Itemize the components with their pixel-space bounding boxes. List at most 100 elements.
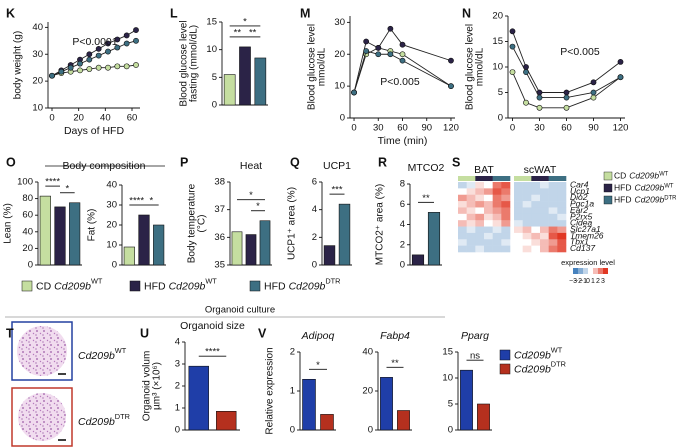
heatmap-cell — [540, 213, 549, 221]
legend-swatch — [603, 171, 613, 181]
data-point — [617, 74, 624, 81]
heatmap-cell — [484, 220, 493, 227]
panel-letter: O — [6, 155, 16, 169]
y-tick-label: 20 — [492, 11, 503, 22]
data-point — [590, 89, 597, 96]
heatmap-cell — [540, 239, 549, 246]
legend-swatch — [21, 280, 33, 292]
colorbar-swatch — [598, 268, 603, 274]
x-tick-label: 0 — [510, 123, 515, 134]
legend-sup: DTR — [664, 195, 677, 201]
heatmap-cell — [475, 245, 485, 253]
colorbar-tick-label: −2 — [574, 278, 582, 285]
heatmap-cell — [501, 194, 511, 202]
y-tick-label: 30 — [32, 49, 43, 60]
heatmap-cell — [466, 188, 476, 196]
y-tick-label: 0 — [112, 260, 117, 271]
panel-letter: U — [140, 326, 149, 340]
legend-swatch — [249, 280, 261, 292]
legend-label: HFD Cd209bDTR — [614, 195, 677, 205]
data-point — [114, 36, 121, 43]
x-tick-label: 30 — [373, 123, 384, 134]
heatmap-cell — [540, 182, 549, 189]
heatmap-cell — [475, 201, 485, 208]
heatmap-cell — [501, 220, 511, 227]
legend-sup: DTR — [551, 360, 566, 369]
y-tick-label: 0 — [212, 100, 217, 111]
panel-letter: M — [300, 6, 310, 20]
colorbar-swatch — [573, 268, 578, 274]
heatmap-cell — [484, 207, 493, 215]
y-tick-label: 0 — [368, 425, 373, 436]
data-point — [77, 67, 83, 74]
heatmap-cell — [492, 188, 502, 196]
panel-letter: R — [378, 155, 387, 169]
y-axis-label: Fat (%) — [87, 209, 98, 242]
data-point — [49, 72, 55, 79]
data-point — [363, 48, 370, 54]
group-strip — [501, 176, 511, 181]
data-point — [590, 79, 597, 86]
y-tick-label: 20 — [106, 220, 117, 231]
legend-swatch — [603, 183, 613, 193]
heatmap-cell — [548, 220, 558, 227]
y-tick-label: 4 — [175, 337, 180, 348]
y-tick-label: 38 — [214, 177, 225, 188]
y-axis-label: fasting (mmol/dL) — [189, 25, 200, 102]
y-tick-label: 0 — [28, 260, 33, 271]
bar — [338, 203, 351, 266]
row-label: P2rx5 — [570, 211, 592, 221]
data-point — [536, 104, 543, 111]
heatmap-cell — [514, 226, 523, 234]
y-tick-label: 5 — [212, 72, 217, 83]
y-tick-label: 2 — [290, 347, 295, 358]
heatmap-cell — [514, 245, 523, 253]
data-point — [590, 94, 597, 101]
data-point — [536, 94, 543, 101]
heatmap-cell — [548, 188, 558, 196]
y-tick-label: 10 — [492, 62, 503, 73]
colorbar-swatch — [578, 268, 583, 274]
legend-gene: Cd209b — [514, 349, 551, 361]
data-point — [351, 89, 357, 96]
bar — [188, 365, 209, 431]
heatmap-cell — [540, 220, 549, 227]
legend-prefix: HFD — [614, 183, 631, 193]
group-strip — [458, 176, 467, 181]
bar — [138, 214, 150, 266]
heatmap-cell — [548, 226, 558, 234]
x-tick-label: 60 — [397, 123, 408, 134]
heatmap-cell — [522, 232, 532, 240]
data-point — [114, 63, 121, 70]
series-line — [51, 64, 137, 77]
organoid-image — [17, 326, 67, 376]
heatmap-cell — [458, 213, 467, 221]
legend-gene: Cd209b — [169, 280, 206, 292]
data-point — [105, 64, 111, 71]
heatmap-cell — [514, 201, 523, 208]
heatmap-cell — [548, 245, 558, 253]
heatmap-cell — [466, 182, 476, 189]
y-tick-label: 60 — [22, 210, 33, 221]
y-tick-label: 80 — [22, 193, 33, 204]
chart-title: Pparg — [461, 330, 489, 342]
y-axis-label: Organoid volum — [142, 351, 153, 422]
legend-sup: WT — [115, 346, 127, 355]
data-point — [563, 104, 570, 111]
heatmap-cell — [522, 220, 532, 227]
data-point — [523, 69, 529, 75]
legend-gene: Cd209b — [54, 280, 91, 292]
y-tick-label: 10 — [442, 373, 453, 384]
column-group-label: scWAT — [524, 164, 557, 176]
legend-sup: WT — [551, 346, 563, 355]
legend-label: Cd209bWT — [514, 346, 563, 361]
y-tick-label: 15 — [206, 17, 217, 28]
heatmap-cell — [466, 201, 476, 208]
data-point — [509, 69, 516, 75]
heatmap-cell — [492, 220, 502, 227]
heatmap-cell — [475, 226, 485, 234]
heatmap-cell — [475, 182, 485, 189]
group-strip — [531, 176, 541, 181]
row-label: Tbx1 — [570, 237, 589, 247]
legend-label: CD Cd209bWT — [36, 277, 103, 292]
